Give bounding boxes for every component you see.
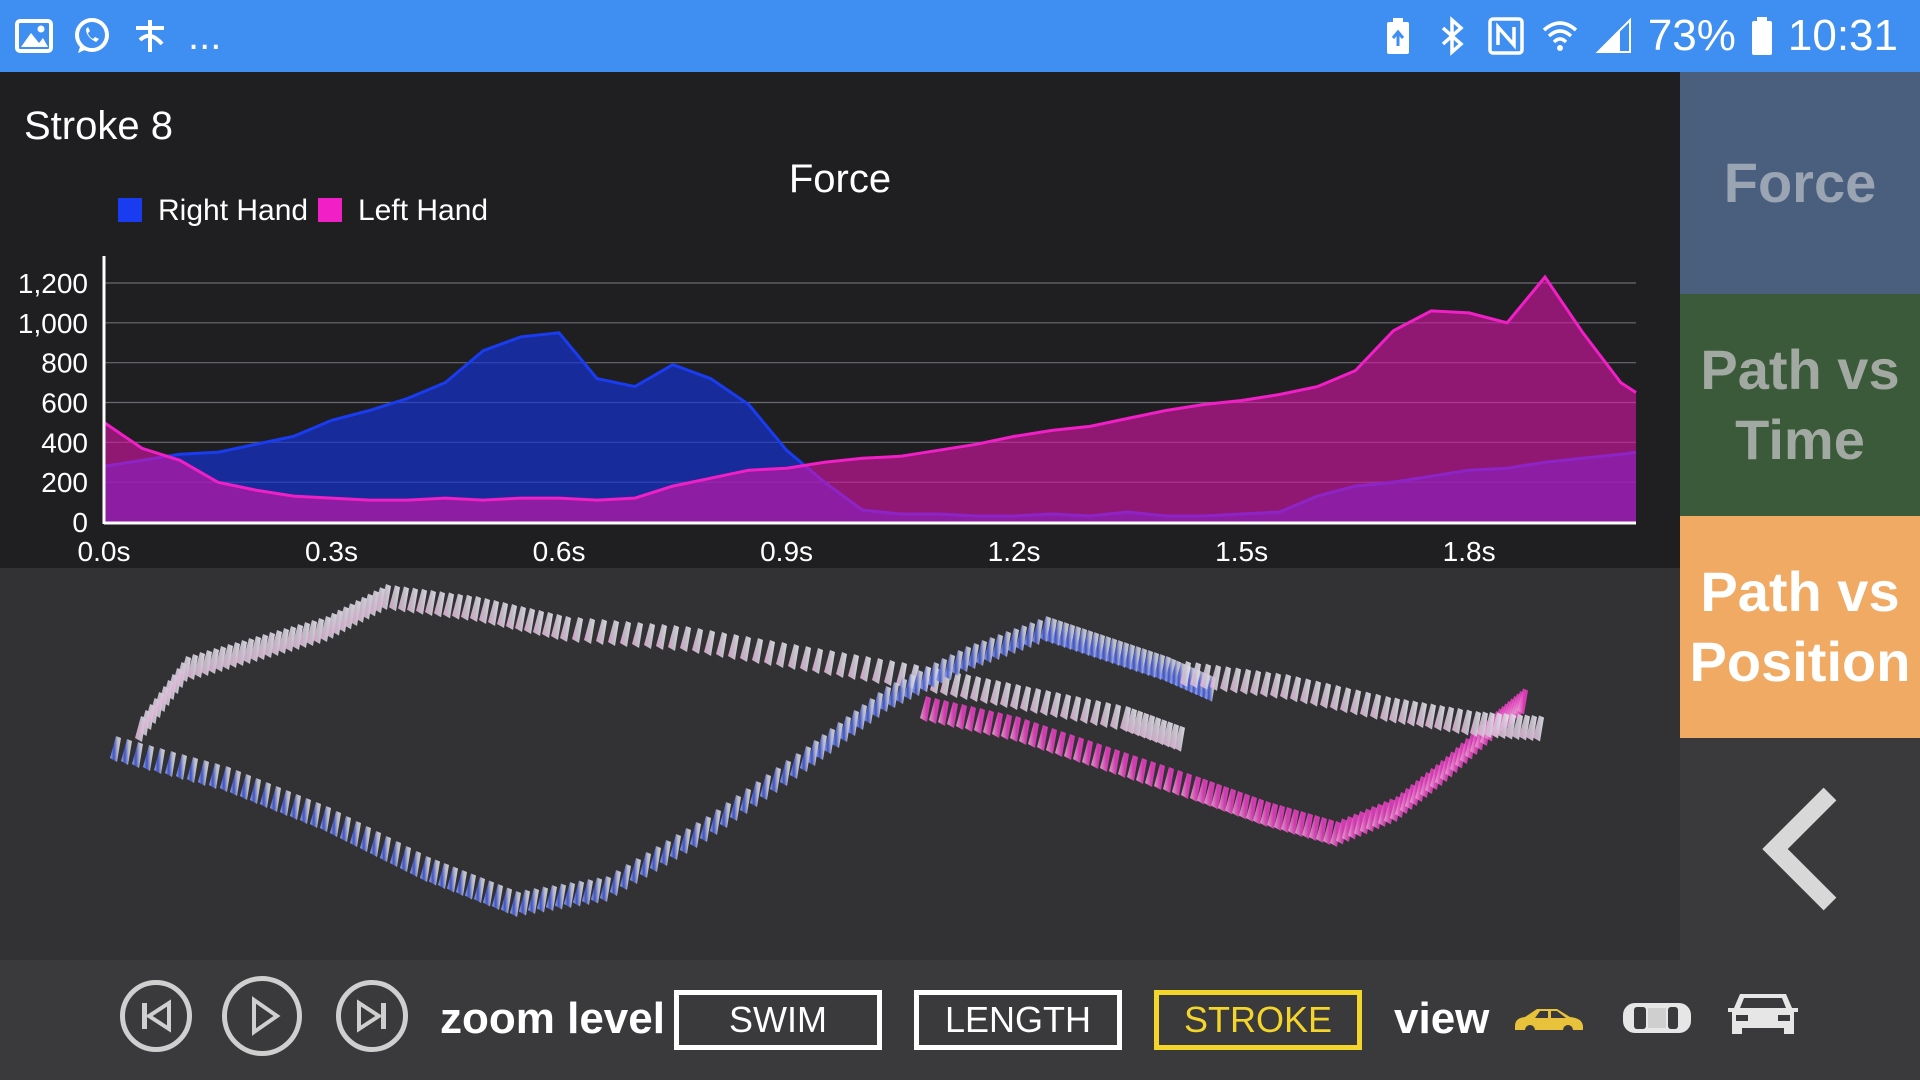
- status-bar: ... 73% 10:31: [0, 0, 1920, 72]
- car-front-icon: [1728, 994, 1798, 1034]
- car-side-icon: [1515, 1009, 1583, 1035]
- right-side-panel: Force Path vs Time Path vs Position: [1680, 72, 1920, 960]
- skip-next-icon: [357, 999, 386, 1033]
- bluetooth-icon: [1432, 16, 1472, 56]
- force-button[interactable]: Force: [1680, 72, 1920, 294]
- play-button[interactable]: [222, 976, 302, 1056]
- zoom-swim-button[interactable]: SWIM: [674, 990, 882, 1050]
- zoom-length-button[interactable]: LENGTH: [914, 990, 1122, 1050]
- x-tick-label: 0.9s: [760, 536, 813, 567]
- line-left-hand: [103, 274, 1637, 502]
- path-vs-time-label: Path vs Time: [1700, 338, 1900, 471]
- hand-path-visualization[interactable]: [0, 568, 1680, 960]
- path-right-trace: [920, 688, 1528, 847]
- status-bar-right: 73% 10:31: [1378, 10, 1898, 62]
- zoom-stroke-button[interactable]: STROKE: [1154, 990, 1362, 1050]
- battery-icon: [1750, 16, 1774, 56]
- nfc-icon: [1486, 16, 1526, 56]
- y-tick-label: 400: [41, 427, 88, 458]
- view-side-button[interactable]: [1512, 1002, 1586, 1041]
- chart-legend: Right Hand Left Hand: [118, 194, 488, 227]
- chart-areas: [103, 274, 1637, 522]
- view-label: view: [1394, 994, 1490, 1043]
- y-tick-label: 800: [41, 348, 88, 379]
- back-button[interactable]: [1680, 738, 1920, 960]
- skip-previous-icon: [142, 999, 171, 1033]
- legend-swatch: [318, 198, 342, 222]
- path-vs-time-button[interactable]: Path vs Time: [1680, 294, 1920, 516]
- chart-axes: 0 200 400 600 800 1,000 1,200 0.0s 0.3s 0.6s 0.9s 1…: [18, 256, 1636, 567]
- y-tick-label: 200: [41, 467, 88, 498]
- area-left-hand: [104, 277, 1636, 522]
- view-front-button[interactable]: [1726, 988, 1800, 1045]
- path-upper-trace: [135, 584, 1185, 752]
- wifi-icon: [1540, 16, 1580, 56]
- image-icon: [14, 16, 54, 56]
- clock: 10:31: [1787, 11, 1898, 60]
- legend-swatch: [118, 198, 142, 222]
- path-vs-position-button[interactable]: Path vs Position: [1680, 516, 1920, 738]
- whatsapp-icon: [72, 16, 112, 56]
- more-icon: ...: [188, 14, 222, 58]
- signal-icon: [1594, 16, 1634, 56]
- y-tick-label: 1,000: [18, 308, 88, 339]
- force-chart-panel: Stroke 8 0 200 400 600 800 1,000 1,200 0.0s 0.3s…: [0, 72, 1680, 568]
- hand-path-traces: [110, 584, 1544, 917]
- x-tick-label: 0.6s: [533, 536, 586, 567]
- area-right-hand: [104, 332, 1636, 522]
- status-bar-left: ...: [14, 14, 221, 58]
- y-tick-label: 1,200: [18, 268, 88, 299]
- play-icon: [252, 996, 281, 1036]
- path-vs-position-label: Path vs Position: [1689, 560, 1911, 693]
- force-chart: 0 200 400 600 800 1,000 1,200 0.0s 0.3s 0.6s 0.9s 1…: [18, 157, 1637, 567]
- chart-title: Force: [789, 157, 891, 201]
- view-top-button[interactable]: [1620, 998, 1694, 1043]
- playback-toolbar: zoom level SWIM LENGTH STROKE view: [0, 960, 1920, 1080]
- zoom-level-label: zoom level: [440, 994, 665, 1043]
- path-lower-trace: [110, 616, 1216, 917]
- stroke-title: Stroke 8: [24, 104, 173, 148]
- y-tick-label: 0: [72, 507, 88, 538]
- path-far-trace: [1180, 661, 1544, 742]
- x-tick-label: 1.5s: [1215, 536, 1268, 567]
- legend-label: Right Hand: [158, 194, 308, 227]
- previous-button[interactable]: [120, 980, 192, 1052]
- chevron-left-icon: [1762, 787, 1837, 911]
- app-icon: [130, 16, 170, 56]
- x-tick-label: 0.3s: [305, 536, 358, 567]
- next-button[interactable]: [336, 980, 408, 1052]
- battery-percent: 73%: [1647, 11, 1736, 60]
- battery-saver-icon: [1378, 16, 1418, 56]
- hand-path-3d: [110, 584, 1544, 917]
- x-tick-label: 0.0s: [78, 536, 131, 567]
- legend-label: Left Hand: [358, 194, 488, 227]
- car-top-icon: [1623, 1003, 1691, 1033]
- y-tick-label: 600: [41, 388, 88, 419]
- x-tick-label: 1.2s: [988, 536, 1041, 567]
- x-tick-label: 1.8s: [1443, 536, 1496, 567]
